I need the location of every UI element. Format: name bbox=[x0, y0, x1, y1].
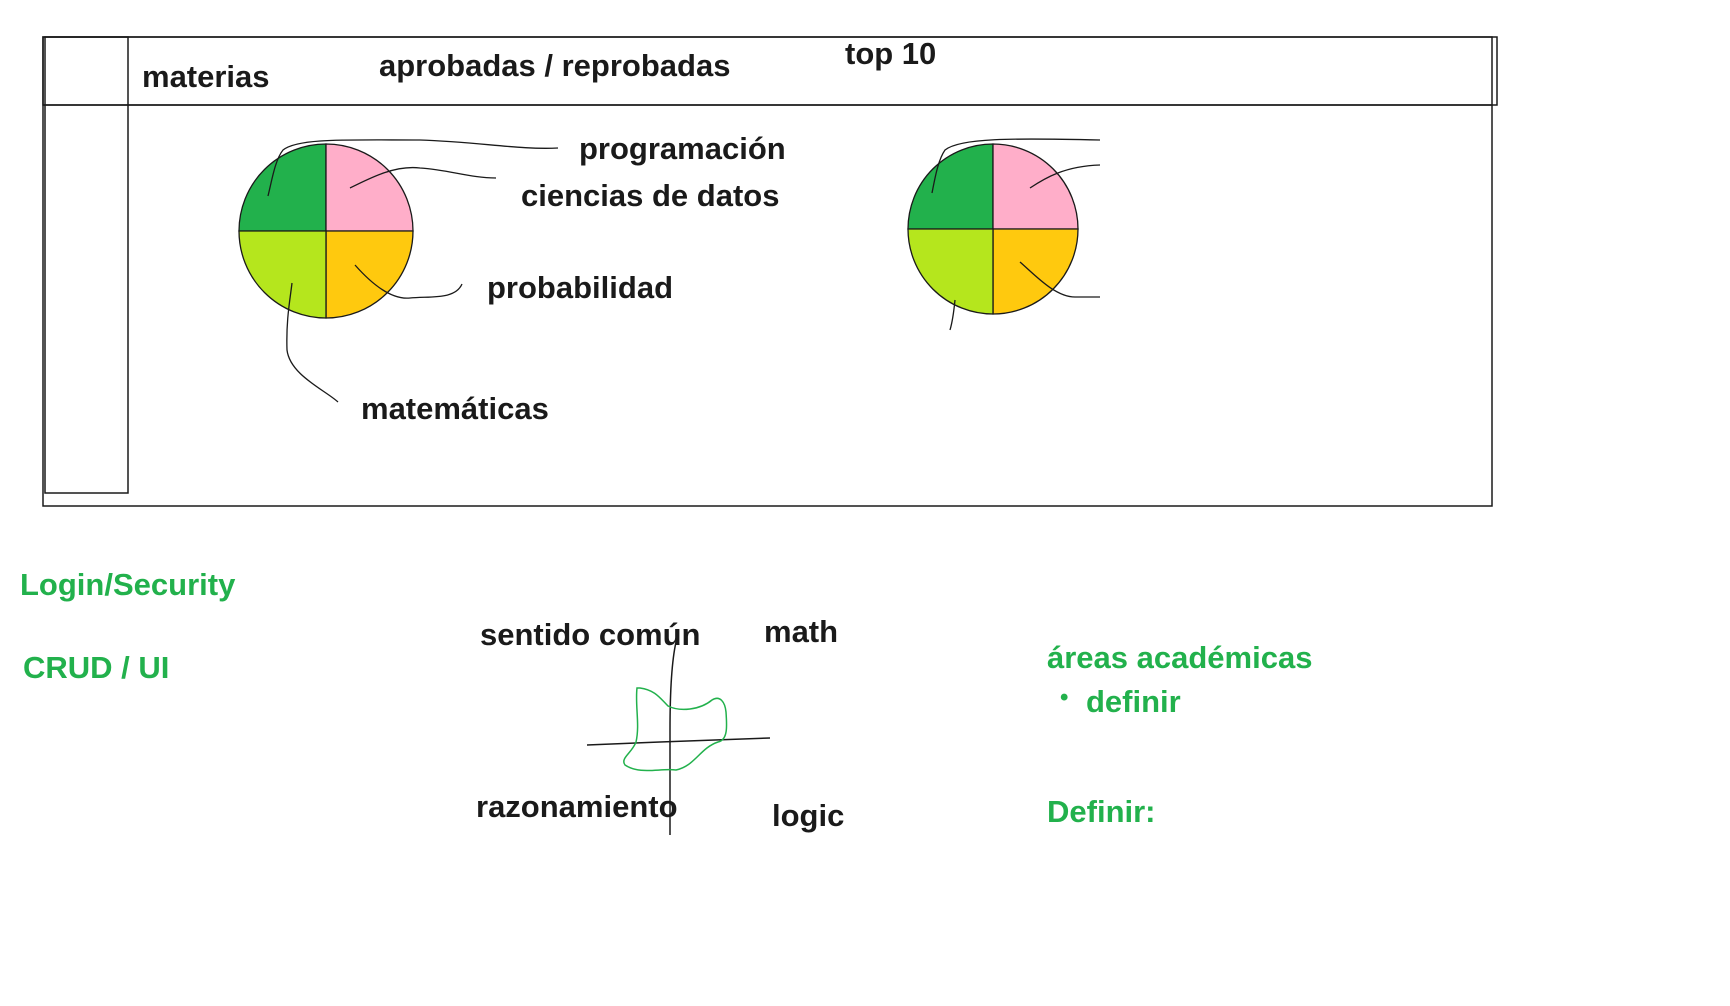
legend-ciencias-datos: ciencias de datos bbox=[521, 178, 780, 213]
quadrant-sentido-comun: sentido común bbox=[480, 617, 701, 652]
leader-ciencias-datos bbox=[349, 166, 497, 189]
legend-probabilidad: probabilidad bbox=[487, 270, 673, 305]
leader-programacion bbox=[267, 139, 559, 197]
pie-chart-subjects-2 bbox=[907, 143, 1079, 315]
bullet-icon: • bbox=[1060, 684, 1069, 711]
pie1-leader-lines bbox=[267, 139, 559, 403]
pie1-slice-3 bbox=[238, 230, 327, 319]
header-top10-label: top 10 bbox=[845, 36, 937, 71]
note-crud-ui: CRUD / UI bbox=[23, 650, 170, 685]
header-aprobadas-label: aprobadas / reprobadas bbox=[379, 48, 731, 83]
y-axis bbox=[669, 641, 677, 835]
quadrant-axes bbox=[586, 641, 771, 835]
wireframe-frame bbox=[42, 36, 1498, 507]
pie2-slice-1 bbox=[992, 143, 1079, 230]
areas-definir-heading: Definir: bbox=[1047, 794, 1156, 829]
capability-blob bbox=[623, 687, 728, 772]
pie2-slice-3 bbox=[907, 228, 994, 315]
note-login-security: Login/Security bbox=[20, 567, 236, 602]
leader2-top-left bbox=[931, 138, 1101, 194]
x-axis bbox=[586, 737, 771, 746]
quadrant-razonamiento: razonamiento bbox=[476, 789, 678, 824]
pie-chart-subjects-1 bbox=[238, 143, 414, 319]
leader-matematicas bbox=[286, 282, 339, 403]
pie1-slice-0 bbox=[238, 143, 327, 232]
areas-item-definir: definir bbox=[1086, 684, 1181, 719]
legend-matematicas: matemáticas bbox=[361, 391, 549, 426]
leader2-bottom-right bbox=[1019, 261, 1100, 298]
leader2-bottom-left bbox=[949, 299, 956, 331]
pie1-slice-2 bbox=[325, 230, 414, 319]
header-materias-label: materias bbox=[142, 59, 270, 94]
sidebar-box bbox=[44, 36, 129, 494]
quadrant-math: math bbox=[764, 614, 839, 649]
pie2-leader-lines bbox=[931, 138, 1101, 331]
pie2-slice-2 bbox=[992, 228, 1079, 315]
leader2-top-right bbox=[1029, 164, 1101, 189]
pie1-slice-1 bbox=[325, 143, 414, 232]
quadrant-logic: logic bbox=[772, 798, 845, 833]
areas-academicas-title: áreas académicas bbox=[1047, 640, 1313, 675]
legend-programacion: programación bbox=[579, 131, 786, 166]
pie2-slice-0 bbox=[907, 143, 994, 230]
leader-probabilidad bbox=[354, 264, 463, 299]
